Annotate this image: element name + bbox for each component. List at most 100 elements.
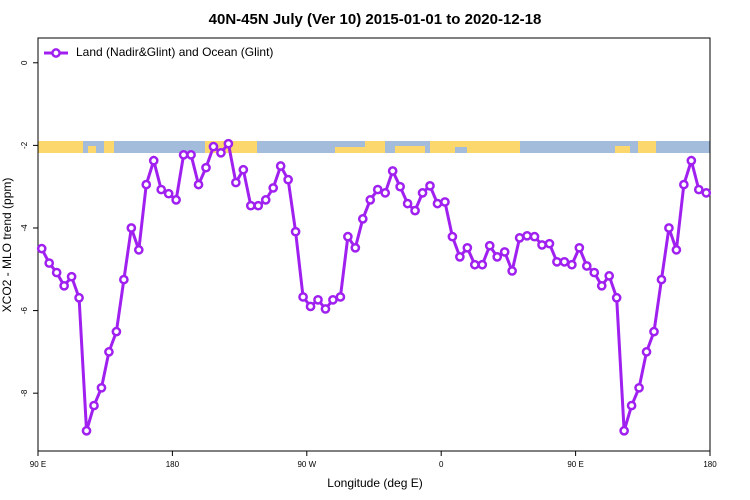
data-point: [111, 326, 122, 337]
data-point: [320, 304, 331, 314]
data-point: [260, 195, 271, 205]
data-point: [649, 326, 659, 337]
data-point: [305, 301, 316, 312]
data-point: [664, 223, 674, 233]
data-point: [208, 141, 219, 152]
y-tick-label: -8: [20, 389, 29, 397]
data-point: [89, 400, 99, 411]
data-point: [171, 195, 181, 205]
data-point: [574, 242, 585, 253]
data-point: [74, 292, 84, 303]
data-point: [81, 425, 92, 436]
data-point: [619, 425, 629, 436]
data-point: [163, 188, 174, 199]
data-point: [447, 231, 458, 242]
data-point: [133, 245, 144, 255]
data-point: [581, 261, 592, 271]
data-point: [402, 198, 413, 209]
data-point: [455, 252, 465, 262]
data-point: [552, 256, 562, 267]
data-point: [507, 266, 517, 276]
data-point: [469, 259, 480, 270]
data-point: [567, 259, 577, 270]
y-tick-label: -4: [20, 224, 29, 232]
data-point: [492, 252, 503, 262]
chart-title: 40N-45N July (Ver 10) 2015-01-01 to 2020…: [209, 11, 542, 28]
data-point: [380, 188, 391, 198]
data-point: [596, 280, 607, 291]
data-point: [66, 271, 77, 282]
data-point: [335, 292, 346, 302]
data-point: [522, 230, 532, 241]
data-point: [477, 259, 488, 270]
data-point: [679, 179, 689, 190]
y-tick-label: -6: [20, 306, 29, 314]
y-tick-label: -2: [20, 141, 29, 149]
data-point: [604, 271, 615, 281]
data-point: [44, 258, 55, 268]
x-tick-label: 90 E: [30, 460, 46, 469]
data-point: [410, 205, 420, 216]
data-point: [275, 161, 286, 171]
data-point: [290, 226, 301, 237]
data-point: [440, 197, 450, 207]
data-point: [626, 400, 637, 411]
data-point: [141, 179, 152, 190]
data-point: [544, 238, 555, 249]
data-point: [298, 292, 308, 302]
data-point: [119, 274, 129, 285]
data-point: [611, 292, 622, 303]
data-point: [245, 200, 256, 211]
data-point: [268, 183, 279, 193]
y-axis-label: XCO2 - MLO trend (ppm): [0, 178, 14, 313]
data-point: [395, 181, 405, 192]
data-point: [484, 240, 495, 251]
data-point: [59, 280, 69, 291]
data-point: [283, 174, 293, 185]
data-point: [231, 177, 241, 188]
data-point: [193, 179, 204, 190]
x-tick-label: 180: [703, 460, 717, 469]
data-point: [126, 223, 137, 233]
x-tick-label: 0: [439, 460, 444, 469]
data-point: [343, 231, 353, 242]
data-point: [417, 188, 428, 198]
x-tick-label: 90 W: [297, 460, 316, 469]
data-point: [96, 382, 107, 393]
data-point: [328, 294, 338, 305]
data-point: [589, 267, 600, 278]
data-point: [537, 240, 547, 250]
data-point: [671, 245, 682, 255]
data-point: [148, 155, 159, 166]
data-point: [656, 274, 667, 285]
x-tick-label: 90 E: [567, 460, 583, 469]
data-point: [201, 162, 211, 173]
legend-label: Land (Nadir&Glint) and Ocean (Glint): [76, 45, 273, 59]
data-point: [559, 256, 570, 267]
data-point: [432, 198, 443, 209]
data-point: [425, 181, 435, 191]
data-point: [514, 233, 525, 243]
data-point: [686, 155, 697, 166]
land-ocean-strip: [38, 141, 710, 153]
data-point: [253, 200, 264, 211]
data-point: [462, 242, 473, 253]
data-point: [365, 195, 376, 205]
data-point: [693, 184, 704, 195]
data-point: [216, 147, 226, 158]
data-point: [313, 294, 323, 305]
x-axis-label: Longitude (deg E): [327, 476, 422, 490]
data-point: [223, 138, 234, 149]
plot-frame: [37, 37, 711, 452]
data-point: [51, 267, 62, 278]
data-point: [156, 184, 167, 195]
data-point: [357, 214, 368, 224]
data-point: [186, 150, 196, 160]
data-point: [104, 347, 114, 357]
data-point: [387, 166, 398, 176]
legend-marker: [51, 48, 61, 58]
data-point: [238, 164, 249, 175]
data-point: [634, 382, 644, 393]
data-point: [350, 242, 361, 253]
